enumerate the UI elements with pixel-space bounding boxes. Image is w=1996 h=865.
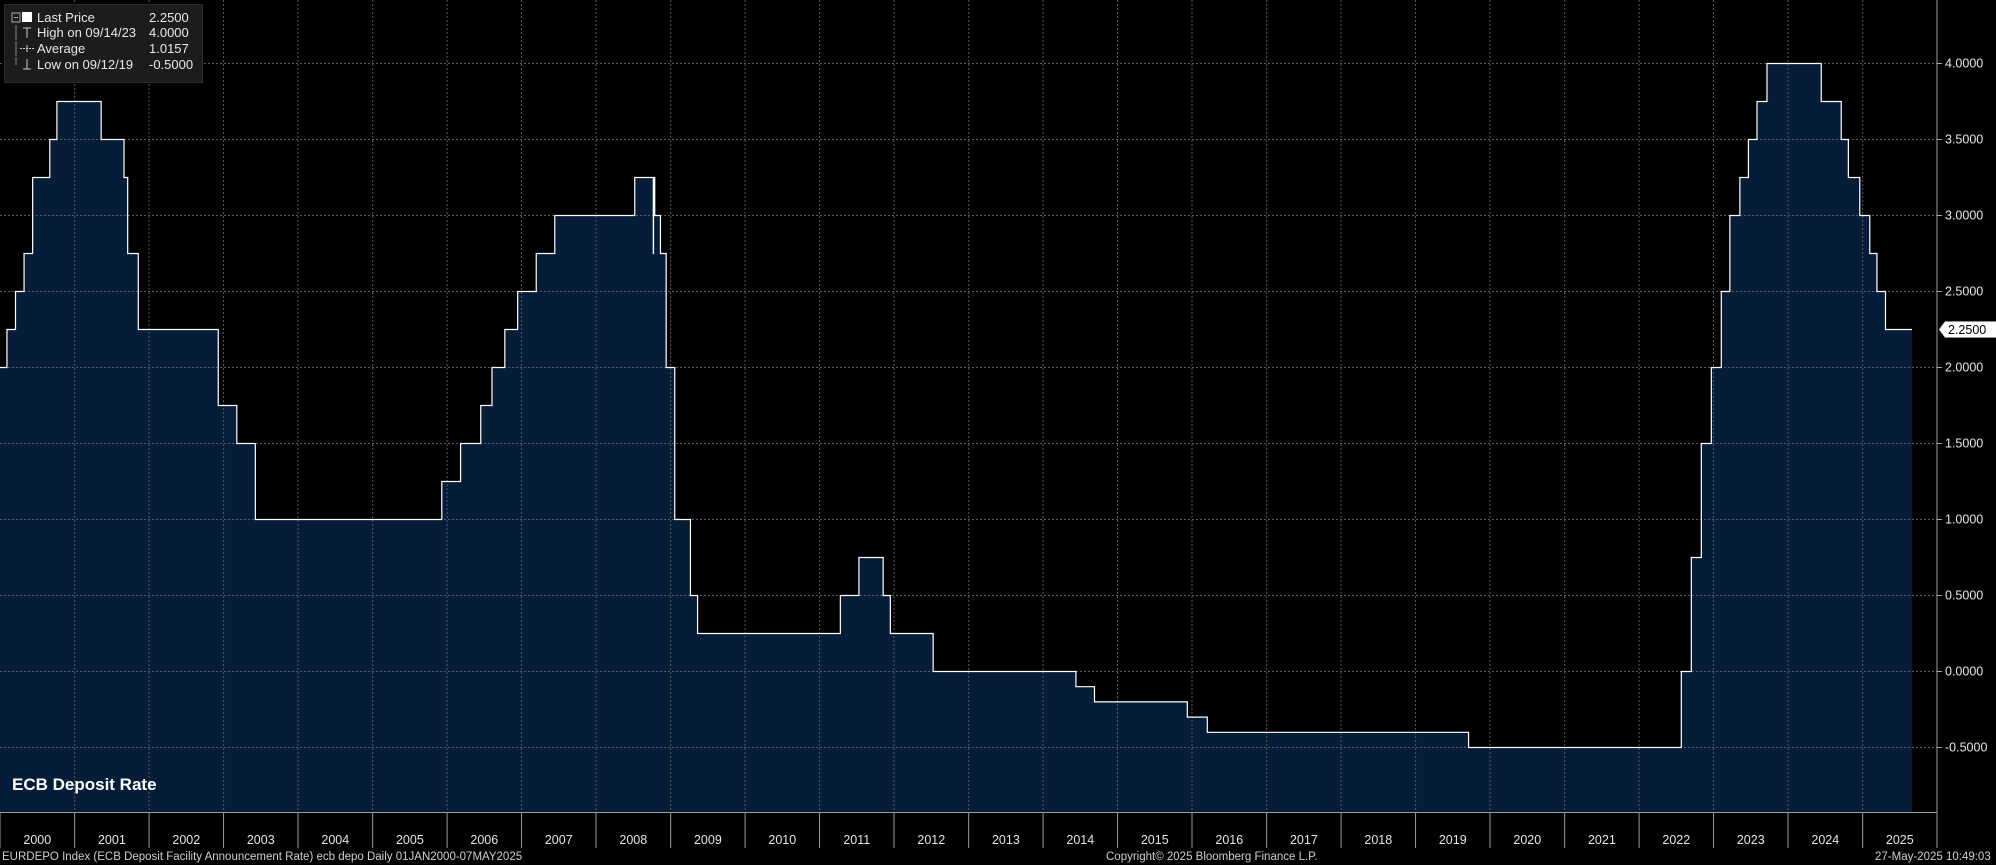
last-value-label: 2.2500 <box>1948 323 1986 337</box>
x-tick-label: 2003 <box>247 833 275 847</box>
y-tick-label: 1.0000 <box>1945 513 1983 527</box>
x-tick-label: 2001 <box>98 833 126 847</box>
series-area-fill <box>0 63 1912 812</box>
x-tick-label: 2022 <box>1662 833 1690 847</box>
y-tick-label: 3.5000 <box>1945 133 1983 147</box>
legend-label: Average <box>37 41 86 56</box>
legend-label: Last Price <box>37 10 95 25</box>
legend-low[interactable]: Low on 09/12/19 -0.5000 <box>5 57 202 72</box>
low-marker-icon <box>15 57 31 70</box>
x-tick-label: 2008 <box>619 833 647 847</box>
legend-label: High on 09/14/23 <box>37 25 137 40</box>
x-tick-label: 2000 <box>23 833 51 847</box>
footer-description: EURDEPO Index (ECB Deposit Facility Anno… <box>2 851 523 863</box>
x-tick-label: 2007 <box>545 833 573 847</box>
last-value-tag <box>1938 321 1996 338</box>
legend-value: 4.0000 <box>149 25 189 40</box>
legend-high[interactable]: High on 09/14/23 4.0000 <box>5 25 202 40</box>
x-tick-label: 2021 <box>1588 833 1616 847</box>
x-tick-label: 2020 <box>1513 833 1541 847</box>
legend-value: -0.5000 <box>149 57 194 72</box>
legend-label: Low on 09/12/19 <box>37 57 134 72</box>
chart-footer: EURDEPO Index (ECB Deposit Facility Anno… <box>0 849 1996 865</box>
x-tick-label: 2006 <box>470 833 498 847</box>
x-tick-label: 2012 <box>917 833 945 847</box>
x-tick-label: 2011 <box>843 833 870 847</box>
series-line <box>0 62 1912 749</box>
y-tick-label: 3.0000 <box>1945 209 1983 223</box>
x-tick-label: 2004 <box>321 833 349 847</box>
x-tick-label: 2013 <box>992 833 1020 847</box>
chart-title: ECB Deposit Rate <box>12 775 157 794</box>
x-tick-label: 2014 <box>1066 833 1094 847</box>
footer-copyright: Copyright© 2025 Bloomberg Finance L.P. <box>1106 851 1318 863</box>
x-tick-label: 2009 <box>694 833 722 847</box>
legend-average[interactable]: Average 1.0157 <box>5 41 202 56</box>
y-tick-label: 4.0000 <box>1945 57 1983 71</box>
x-tick-label: 2015 <box>1141 833 1169 847</box>
x-tick-label: 2024 <box>1811 833 1839 847</box>
y-tick-label: 1.5000 <box>1945 437 1983 451</box>
x-tick-label: 2025 <box>1886 833 1914 847</box>
y-tick-label: 0.0000 <box>1945 665 1983 679</box>
x-tick-label: 2019 <box>1439 833 1467 847</box>
chart-legend: Last Price 2.2500 High on 09/14/23 4.000… <box>4 4 203 83</box>
x-tick-label: 2016 <box>1215 833 1243 847</box>
x-tick-label: 2023 <box>1737 833 1765 847</box>
footer-timestamp: 27-May-2025 10:49:03 <box>1875 851 1991 863</box>
y-tick-label: 2.0000 <box>1945 361 1983 375</box>
high-marker-icon <box>15 25 31 40</box>
legend-value: 2.2500 <box>149 10 189 25</box>
y-tick-label: 2.5000 <box>1945 285 1983 299</box>
last-price-swatch-icon <box>11 12 32 23</box>
legend-last-price[interactable]: Last Price 2.2500 <box>5 10 202 25</box>
y-tick-label: -0.5000 <box>1945 741 1987 755</box>
x-tick-label: 2010 <box>768 833 796 847</box>
x-tick-label: 2002 <box>172 833 200 847</box>
legend-value: 1.0157 <box>149 41 189 56</box>
x-tick-label: 2018 <box>1364 833 1392 847</box>
average-marker-icon <box>15 41 34 56</box>
x-tick-label: 2005 <box>396 833 424 847</box>
y-tick-label: 0.5000 <box>1945 589 1983 603</box>
x-tick-label: 2017 <box>1290 833 1318 847</box>
